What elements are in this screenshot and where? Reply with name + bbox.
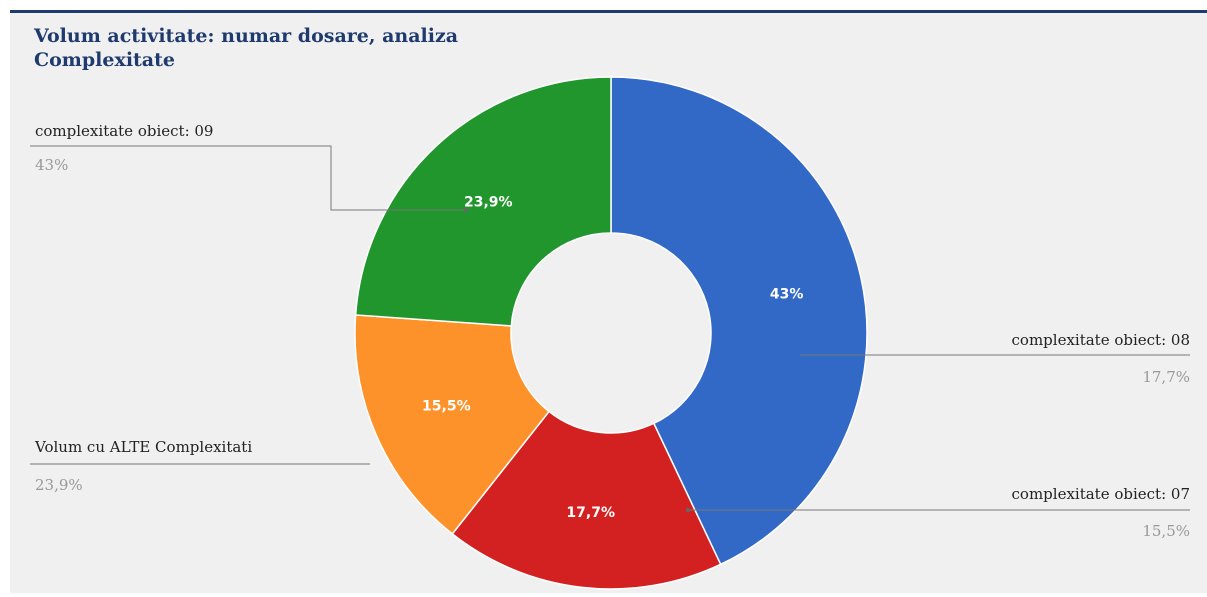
- legend-label: complexitate obiect: 09: [35, 122, 213, 140]
- legend-label: complexitate obiect: 08: [1012, 331, 1190, 349]
- donut-slice[interactable]: [451, 410, 722, 590]
- legend-percent: 15,5%: [1142, 522, 1190, 540]
- slice-percent-label: 23,9%: [464, 194, 513, 210]
- donut-slice[interactable]: [610, 76, 868, 566]
- slice-percent-label: 43%: [770, 286, 804, 302]
- donut-slice[interactable]: [354, 76, 612, 327]
- leader-line: [30, 145, 466, 211]
- leader-dot: [685, 507, 691, 513]
- legend-label: Volum cu ALTE Complexitati: [34, 438, 252, 456]
- donut-slice[interactable]: [354, 314, 551, 535]
- legend-percent: 43%: [35, 156, 68, 174]
- leader-dot: [463, 207, 469, 213]
- chart-title: Volum activitate: numar dosare, analiza …: [34, 25, 459, 71]
- slice-percent-label: 17,7%: [566, 505, 615, 521]
- legend-percent: 17,7%: [1142, 368, 1190, 386]
- legend-percent: 23,9%: [35, 476, 83, 494]
- legend-label: complexitate obiect: 07: [1012, 485, 1190, 503]
- slice-percent-label: 15,5%: [422, 399, 471, 415]
